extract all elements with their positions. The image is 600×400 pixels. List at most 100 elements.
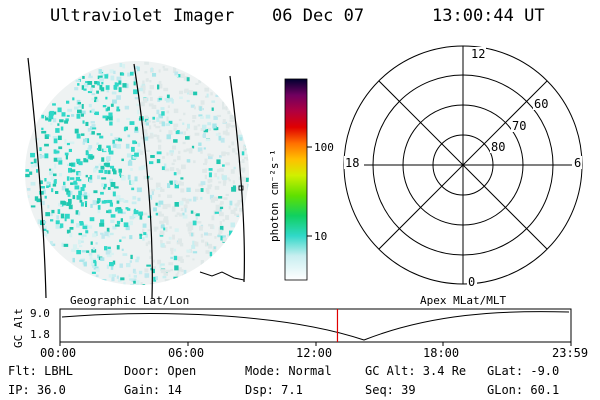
emission-pixel bbox=[130, 71, 134, 76]
emission-pixel bbox=[158, 200, 164, 205]
emission-pixel bbox=[166, 116, 169, 122]
emission-pixel bbox=[47, 181, 51, 184]
emission-pixel bbox=[142, 129, 148, 135]
emission-pixel bbox=[141, 83, 146, 88]
emission-pixel bbox=[184, 88, 189, 93]
y-tick-9: 9.0 bbox=[30, 307, 50, 320]
emission-pixel bbox=[178, 118, 182, 121]
emission-pixel bbox=[237, 200, 241, 205]
emission-pixel bbox=[64, 217, 67, 222]
emission-pixel bbox=[182, 141, 186, 145]
emission-pixel bbox=[50, 241, 53, 245]
emission-pixel bbox=[34, 196, 39, 201]
emission-pixel bbox=[129, 235, 133, 240]
emission-pixel bbox=[208, 243, 213, 249]
emission-pixel bbox=[138, 270, 143, 275]
emission-pixel bbox=[43, 189, 46, 195]
emission-pixel bbox=[111, 276, 115, 282]
emission-pixel bbox=[232, 185, 236, 188]
emission-pixel bbox=[139, 215, 143, 220]
emission-pixel bbox=[222, 119, 226, 124]
emission-pixel bbox=[151, 188, 156, 192]
emission-pixel bbox=[158, 83, 163, 89]
emission-pixel bbox=[133, 280, 137, 284]
emission-pixel bbox=[115, 82, 119, 87]
emission-pixel bbox=[51, 209, 55, 214]
emission-pixel bbox=[243, 147, 246, 152]
emission-pixel bbox=[161, 121, 166, 127]
emission-pixel bbox=[141, 101, 145, 107]
emission-pixel bbox=[107, 199, 113, 204]
emission-pixel bbox=[193, 125, 198, 131]
emission-pixel bbox=[222, 164, 225, 167]
altitude-timeline-frame bbox=[59, 308, 572, 343]
emission-pixel bbox=[83, 158, 89, 163]
emission-pixel bbox=[186, 249, 191, 253]
colorbar-tick-100: 100 bbox=[314, 141, 334, 154]
emission-pixel bbox=[148, 194, 153, 200]
emission-pixel bbox=[81, 235, 84, 240]
emission-pixel bbox=[192, 220, 197, 226]
emission-pixel bbox=[110, 75, 115, 81]
emission-pixel bbox=[98, 144, 102, 149]
emission-pixel bbox=[86, 250, 90, 253]
emission-pixel bbox=[106, 227, 110, 233]
emission-pixel bbox=[104, 246, 108, 251]
emission-pixel bbox=[129, 260, 132, 263]
emission-pixel bbox=[49, 168, 52, 171]
emission-pixel bbox=[169, 150, 175, 153]
emission-pixel bbox=[96, 142, 99, 146]
emission-pixel bbox=[91, 93, 96, 96]
emission-pixel bbox=[183, 149, 187, 153]
emission-pixel bbox=[144, 61, 149, 65]
emission-pixel bbox=[94, 81, 98, 85]
emission-pixel bbox=[72, 195, 76, 200]
emission-pixel bbox=[136, 103, 141, 107]
emission-pixel bbox=[162, 204, 168, 209]
emission-pixel bbox=[197, 124, 201, 127]
emission-pixel bbox=[114, 137, 119, 140]
emission-pixel bbox=[125, 143, 130, 149]
emission-pixel bbox=[49, 212, 53, 217]
emission-pixel bbox=[82, 120, 85, 124]
emission-pixel bbox=[225, 124, 230, 129]
emission-pixel bbox=[189, 90, 194, 96]
emission-pixel bbox=[155, 187, 161, 190]
emission-pixel bbox=[111, 91, 117, 95]
emission-pixel bbox=[241, 176, 246, 182]
emission-pixel bbox=[129, 220, 133, 226]
emission-pixel bbox=[132, 268, 136, 274]
emission-pixel bbox=[225, 162, 230, 166]
emission-pixel bbox=[100, 69, 104, 73]
emission-pixel bbox=[246, 154, 249, 157]
emission-pixel bbox=[53, 157, 58, 162]
emission-pixel bbox=[112, 225, 117, 230]
colorbar bbox=[284, 78, 308, 281]
emission-pixel bbox=[134, 176, 138, 182]
emission-pixel bbox=[130, 254, 133, 260]
emission-pixel bbox=[181, 269, 184, 273]
emission-pixel bbox=[142, 89, 146, 94]
emission-pixel bbox=[228, 206, 231, 210]
geographic-label: Geographic Lat/Lon bbox=[70, 294, 190, 307]
emission-pixel bbox=[140, 284, 146, 285]
emission-pixel bbox=[188, 150, 193, 154]
emission-pixel bbox=[58, 159, 63, 165]
emission-pixel bbox=[164, 279, 170, 284]
emission-pixel bbox=[92, 264, 96, 268]
emission-pixel bbox=[163, 272, 169, 276]
emission-pixel bbox=[61, 112, 66, 117]
emission-pixel bbox=[207, 178, 213, 183]
emission-pixel bbox=[52, 183, 57, 187]
emission-pixel bbox=[57, 123, 60, 126]
lat-label-60: 60 bbox=[534, 97, 548, 111]
emission-pixel bbox=[81, 85, 85, 90]
emission-pixel bbox=[172, 234, 175, 240]
info-glon: GLon: 60.1 bbox=[487, 383, 560, 397]
emission-pixel bbox=[105, 250, 111, 255]
emission-pixel bbox=[159, 120, 164, 124]
emission-pixel bbox=[177, 155, 181, 161]
emission-pixel bbox=[176, 212, 180, 216]
emission-pixel bbox=[207, 184, 212, 190]
